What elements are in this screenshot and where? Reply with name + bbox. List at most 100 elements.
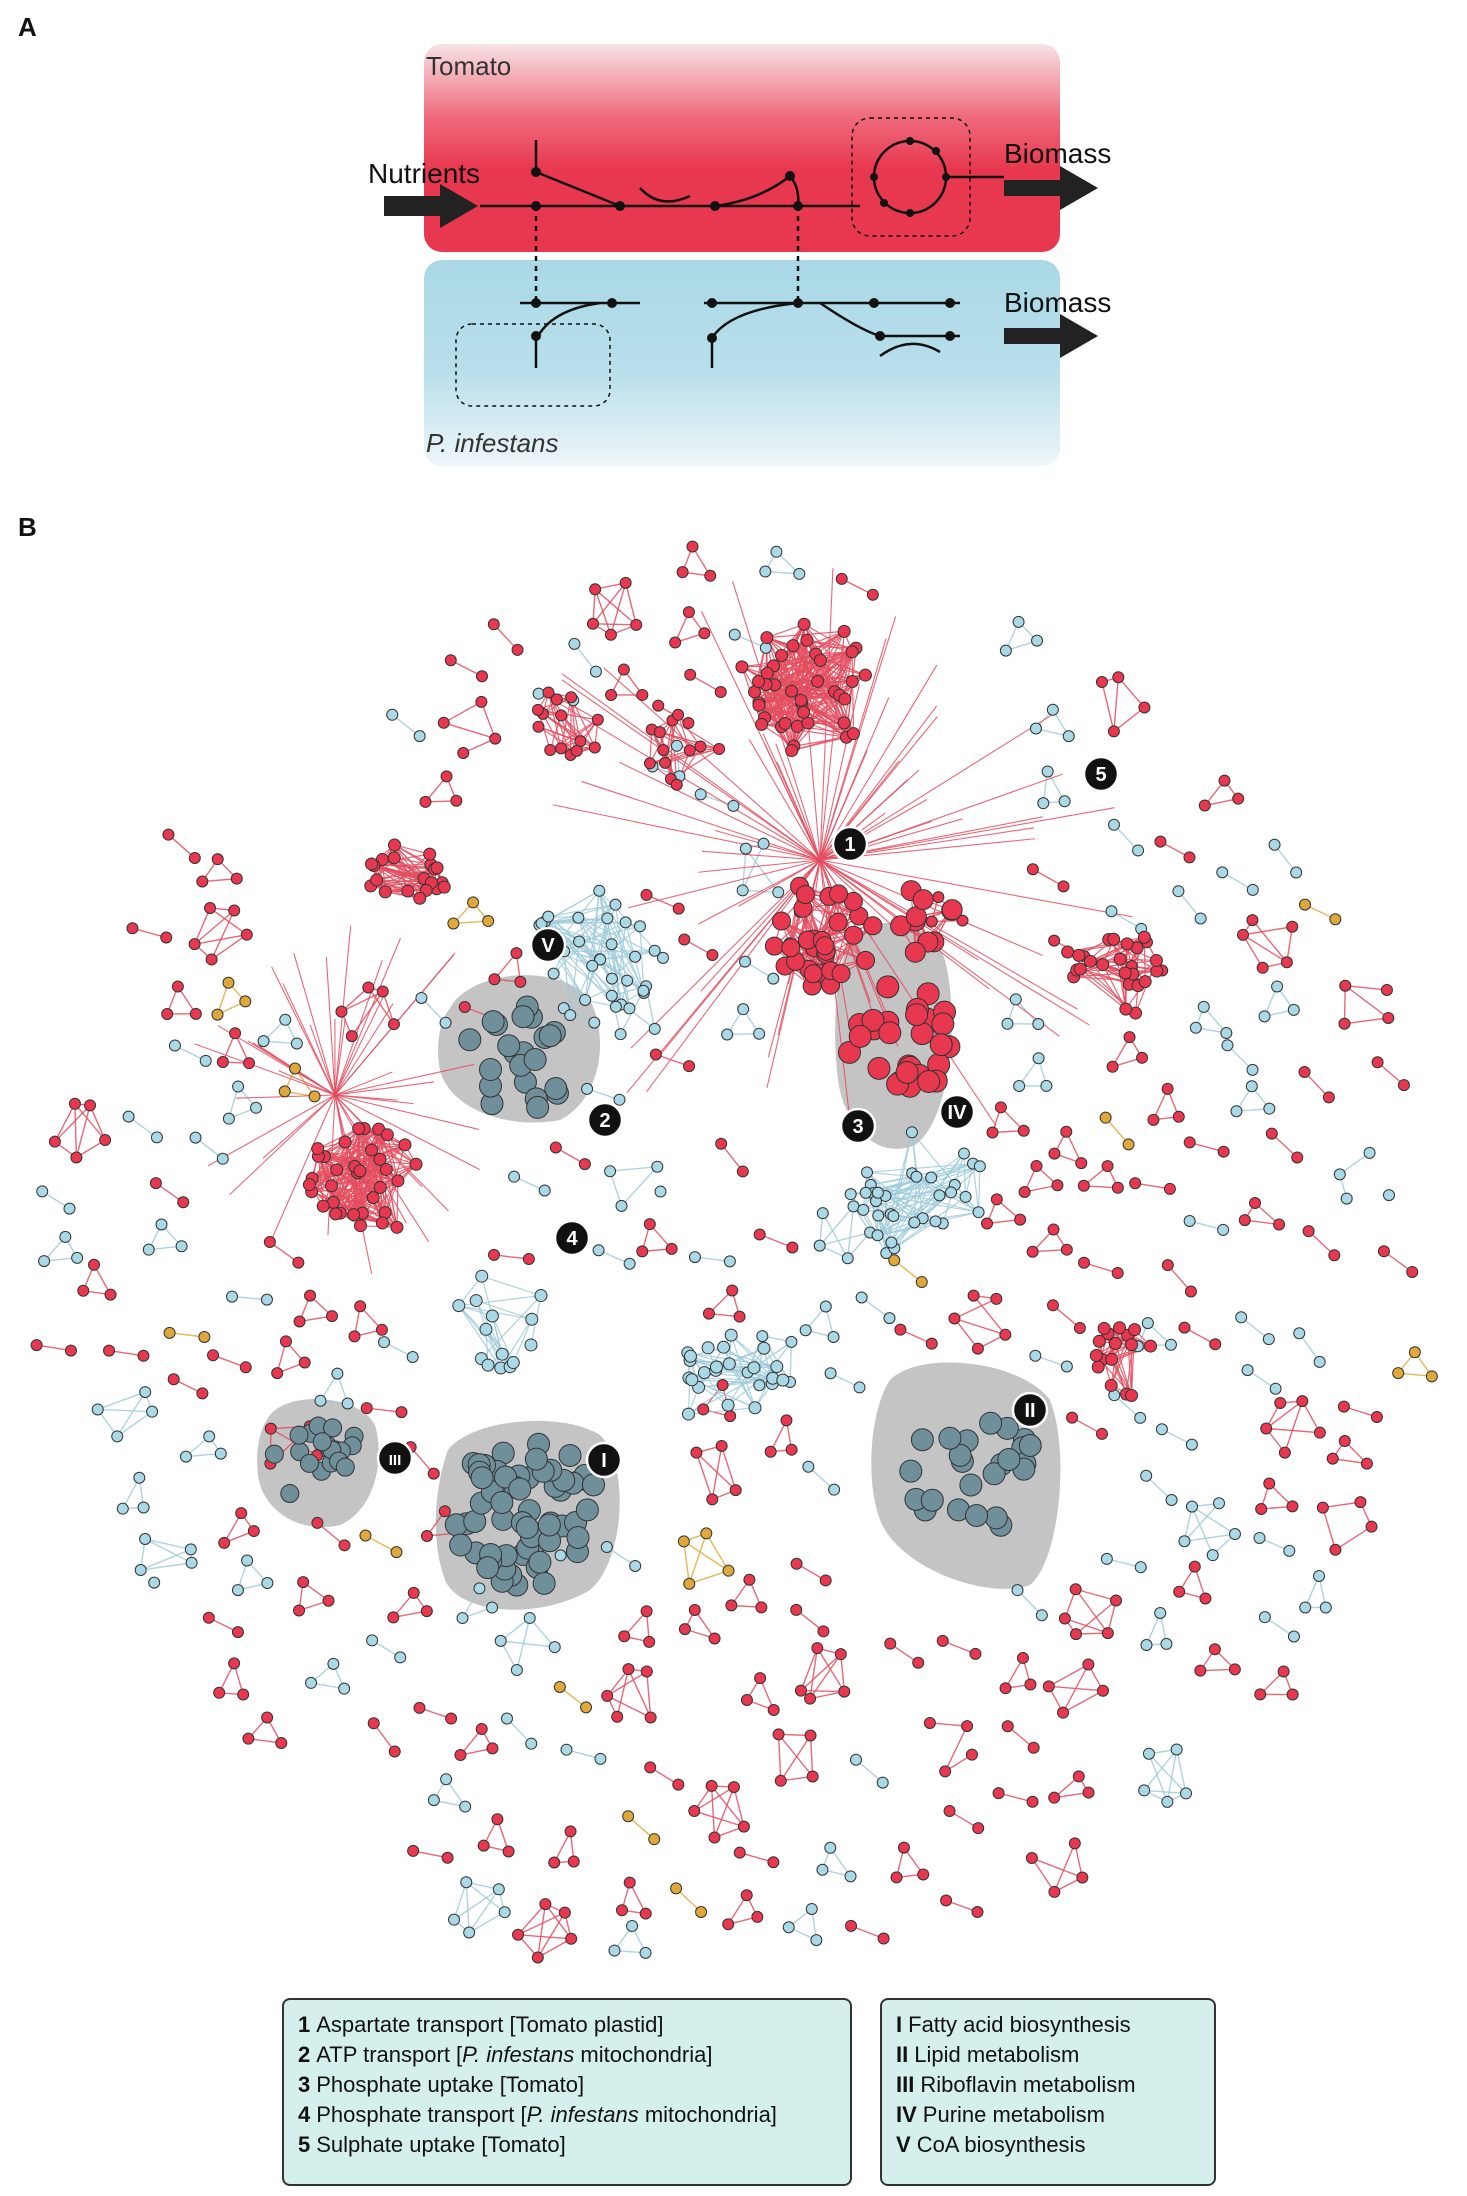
network-node (724, 1410, 737, 1423)
network-node (961, 1720, 974, 1733)
network-edge (561, 679, 821, 861)
network-node (185, 1556, 198, 1569)
network-node (231, 1626, 244, 1639)
network-edge (803, 623, 853, 682)
network-node (743, 1573, 756, 1586)
network-node (657, 743, 670, 756)
network-node (643, 757, 656, 770)
network-node (811, 1642, 824, 1655)
network-node (231, 1584, 244, 1597)
network-node (1258, 1611, 1271, 1624)
network-node (512, 1928, 525, 1941)
network-edge (620, 1166, 658, 1207)
network-node (724, 1328, 738, 1342)
marker-2: 2 (586, 1101, 624, 1139)
network-node (184, 1543, 197, 1556)
network-edge (552, 804, 821, 861)
network-node (279, 1013, 292, 1026)
network-edge (458, 1305, 502, 1369)
network-edge (1322, 1507, 1337, 1550)
network-node (150, 1131, 163, 1144)
network-node (360, 1402, 373, 1415)
network-node (785, 1335, 798, 1348)
network-edge (1089, 960, 1127, 1010)
network-edge (207, 1094, 336, 1167)
network-node (316, 1199, 330, 1213)
network-node (622, 1810, 635, 1823)
network-edge (1322, 1501, 1361, 1509)
network-edge (598, 890, 644, 991)
network-node (139, 1386, 152, 1399)
network-node (1277, 1665, 1290, 1678)
network-node (1302, 1225, 1315, 1238)
network-node (387, 1611, 400, 1624)
network-node (754, 1672, 767, 1685)
network-node (260, 1293, 273, 1306)
network-edge (592, 582, 627, 625)
network-node (594, 1752, 607, 1765)
network-node (437, 880, 451, 894)
network-node (290, 1037, 303, 1050)
network-node (912, 1656, 925, 1669)
svg-text:2: 2 (599, 1110, 610, 1132)
network-node (1106, 1060, 1119, 1073)
network-node (539, 1898, 552, 1911)
network-node (413, 730, 426, 743)
network-node (390, 1220, 404, 1234)
network-node (463, 1926, 476, 1939)
network-node (781, 938, 801, 958)
network-node (829, 884, 849, 904)
network-node (764, 936, 784, 956)
network-node (648, 1022, 661, 1035)
network-node (1155, 1423, 1168, 1436)
network-edge (353, 1134, 388, 1215)
network-edge (54, 1103, 76, 1143)
network-edge (544, 1903, 572, 1940)
network-node (872, 1209, 885, 1222)
biomass-label-bottom: Biomass (1004, 287, 1111, 318)
network-node (767, 1703, 780, 1716)
network-node (923, 1716, 936, 1729)
svg-text:V: V (541, 935, 555, 957)
network-node (1328, 1249, 1341, 1262)
network-node (771, 911, 791, 931)
network-node (1333, 1168, 1346, 1181)
network-node (1255, 1502, 1268, 1515)
network-node (548, 1641, 561, 1654)
network-node (413, 1701, 426, 1714)
network-node (819, 1574, 832, 1587)
marker-1: 1 (831, 825, 869, 863)
module-node (526, 1095, 550, 1119)
network-node (542, 910, 555, 923)
network-node (30, 1339, 43, 1352)
panel-b-letter: B (18, 512, 37, 542)
module-node (965, 1503, 989, 1527)
network-node (629, 950, 642, 963)
network-edge (334, 1094, 407, 1224)
network-node (1238, 1214, 1251, 1227)
network-node (1057, 880, 1070, 893)
module-legend-item: IV Purine metabolism (896, 2102, 1105, 2127)
network-edge (278, 1070, 336, 1096)
network-edge (517, 1903, 546, 1936)
module-node (544, 1077, 568, 1101)
network-edge (646, 859, 821, 1093)
network-node (367, 1717, 380, 1730)
network-edge (698, 859, 821, 925)
panel-a: A Tomato P. infestans Nutrients Biomass … (0, 0, 1467, 480)
network-node (1338, 1017, 1351, 1030)
network-node (1183, 1214, 1196, 1227)
network-edge (334, 1094, 414, 1105)
network-edge (977, 1166, 981, 1213)
network-edge (913, 1153, 965, 1223)
network-node (948, 1312, 961, 1325)
marker-ii: II (1011, 1391, 1049, 1429)
network-node (794, 1684, 807, 1697)
network-node (637, 984, 650, 997)
network-edge (780, 1735, 812, 1782)
network-node (932, 891, 945, 904)
biomass-arrow-top (1004, 166, 1098, 210)
network-node (1012, 615, 1025, 628)
network-node (672, 902, 685, 915)
module-node (920, 1488, 944, 1512)
